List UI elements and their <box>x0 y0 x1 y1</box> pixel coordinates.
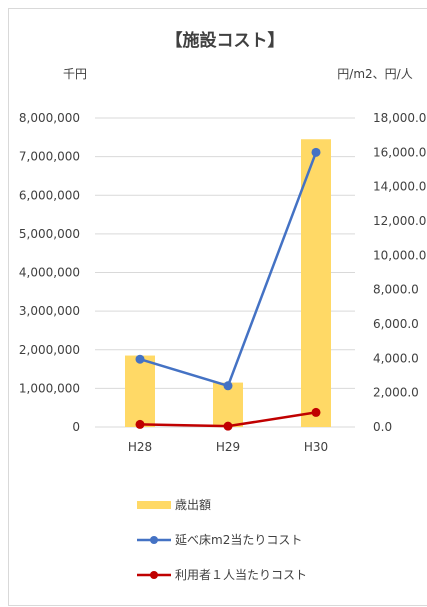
series-point-1 <box>311 147 321 157</box>
right-tick-label: 10,000.0 <box>373 248 426 262</box>
right-tick-label: 8,000.0 <box>373 283 419 297</box>
right-axis-ticks: 0.0 2,000.0 4,000.0 6,000.0 8,000.0 10,000.0 1… <box>373 111 426 434</box>
series-point-1 <box>223 381 233 391</box>
line-series <box>135 147 321 431</box>
bar-series <box>125 139 331 427</box>
left-tick-label: 6,000,000 <box>19 188 80 202</box>
left-tick-label: 1,000,000 <box>19 381 80 395</box>
series-line-1 <box>139 151 318 388</box>
legend-swatch-marker <box>150 571 158 579</box>
left-tick-label: 0 <box>72 420 80 434</box>
legend-swatch-bar <box>137 501 171 509</box>
bar-H28 <box>125 355 155 427</box>
left-axis-ticks: 0 1,000,000 2,000,000 3,000,000 4,000,000 5,0… <box>19 111 80 434</box>
left-tick-label: 3,000,000 <box>19 304 80 318</box>
x-axis-ticks: H28 H29 H30 <box>128 440 328 454</box>
left-tick-label: 4,000,000 <box>19 266 80 280</box>
bar-H30 <box>301 139 331 427</box>
left-tick-label: 8,000,000 <box>19 111 80 125</box>
series-point-2 <box>311 407 321 417</box>
x-tick-label: H29 <box>216 440 240 454</box>
right-tick-label: 0.0 <box>373 420 392 434</box>
chart-title: 【施設コスト】 <box>166 30 285 51</box>
left-tick-label: 2,000,000 <box>19 343 80 357</box>
right-tick-label: 2,000.0 <box>373 386 419 400</box>
right-tick-label: 16,000.0 <box>373 145 426 159</box>
left-tick-label: 7,000,000 <box>19 150 80 164</box>
right-tick-label: 18,000.0 <box>373 111 426 125</box>
series-point-2 <box>135 419 145 429</box>
right-tick-label: 4,000.0 <box>373 351 419 365</box>
series-point-1 <box>135 354 145 364</box>
left-tick-label: 5,000,000 <box>19 227 80 241</box>
legend-label: 歳出額 <box>175 498 211 512</box>
right-tick-label: 12,000.0 <box>373 214 426 228</box>
legend-label: 延べ床m2当たりコスト <box>175 533 302 547</box>
right-tick-label: 14,000.0 <box>373 180 426 194</box>
chart-frame <box>8 8 427 606</box>
x-tick-label: H28 <box>128 440 152 454</box>
legend-swatch-marker <box>150 536 158 544</box>
right-axis-unit: 円/m2、円/人 <box>337 67 412 81</box>
series-point-2 <box>223 421 233 431</box>
left-axis-unit: 千円 <box>63 67 87 81</box>
right-tick-label: 6,000.0 <box>373 317 419 331</box>
x-tick-label: H30 <box>304 440 328 454</box>
legend-label: 利用者１人当たりコスト <box>175 568 307 582</box>
